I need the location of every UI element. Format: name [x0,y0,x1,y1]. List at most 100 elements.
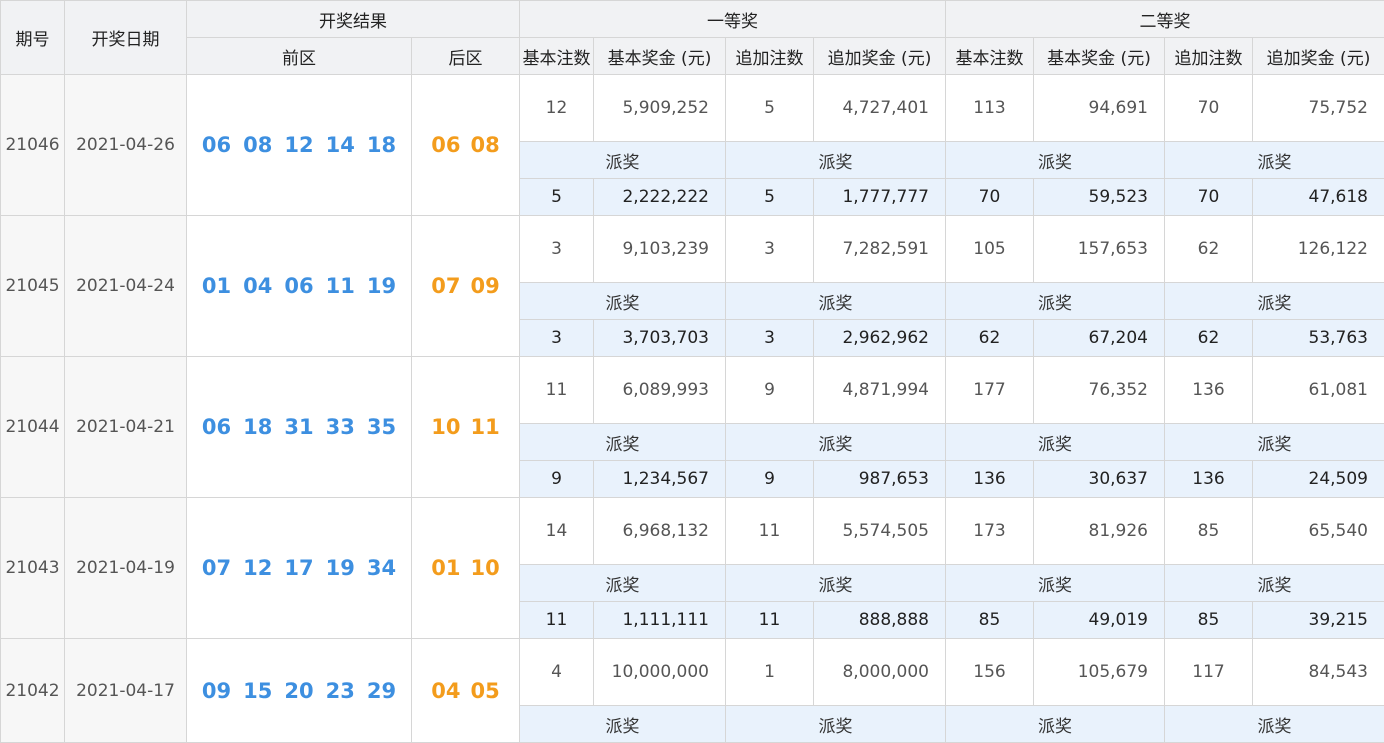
first-extra-count: 1 [726,639,814,706]
pai-first-extra-amount: 2,962,962 [814,320,946,357]
first-basic-amount: 5,909,252 [594,75,726,142]
header-first-basic-amount: 基本奖金 (元) [594,38,726,75]
pai-first-extra-count: 11 [726,602,814,639]
pai-label: 派奖 [1165,706,1384,743]
front-ball: 29 [367,679,396,703]
front-ball: 06 [202,415,231,439]
pai-label: 派奖 [726,706,946,743]
pai-second-extra-amount: 24,509 [1253,461,1384,498]
pai-first-extra-count: 5 [726,179,814,216]
back-ball: 11 [471,415,500,439]
front-ball: 06 [284,274,313,298]
front-ball: 11 [326,274,355,298]
second-basic-count: 173 [946,498,1034,565]
first-basic-count: 14 [520,498,594,565]
pai-first-basic-count: 11 [520,602,594,639]
pai-second-basic-count: 85 [946,602,1034,639]
second-extra-amount: 75,752 [1253,75,1384,142]
draw-issue: 21042 [1,639,65,743]
second-basic-amount: 94,691 [1034,75,1165,142]
pai-label: 派奖 [520,565,726,602]
second-extra-count: 136 [1165,357,1253,424]
header-second-prize: 二等奖 [946,1,1384,38]
pai-first-basic-amount: 1,234,567 [594,461,726,498]
pai-first-extra-count: 9 [726,461,814,498]
front-ball: 34 [367,556,396,580]
front-ball: 09 [202,679,231,703]
front-ball: 18 [367,133,396,157]
pai-first-extra-count: 3 [726,320,814,357]
pai-label: 派奖 [946,706,1165,743]
front-ball: 12 [243,556,272,580]
header-issue: 期号 [1,1,65,75]
header-second-extra-count: 追加注数 [1165,38,1253,75]
header-date: 开奖日期 [65,1,187,75]
second-extra-amount: 84,543 [1253,639,1384,706]
pai-label: 派奖 [726,424,946,461]
back-numbers: 07 09 [412,216,520,357]
pai-label: 派奖 [726,565,946,602]
first-extra-count: 3 [726,216,814,283]
pai-label: 派奖 [520,706,726,743]
pai-second-basic-amount: 30,637 [1034,461,1165,498]
second-basic-amount: 81,926 [1034,498,1165,565]
pai-label: 派奖 [946,424,1165,461]
front-ball: 12 [284,133,313,157]
header-second-basic-amount: 基本奖金 (元) [1034,38,1165,75]
front-ball: 08 [243,133,272,157]
second-basic-count: 156 [946,639,1034,706]
header-back: 后区 [412,38,520,75]
back-ball: 10 [431,415,460,439]
pai-second-basic-amount: 59,523 [1034,179,1165,216]
pai-second-extra-count: 85 [1165,602,1253,639]
pai-second-extra-amount: 47,618 [1253,179,1384,216]
pai-second-extra-count: 70 [1165,179,1253,216]
front-ball: 19 [367,274,396,298]
draw-date: 2021-04-26 [65,75,187,216]
front-ball: 35 [367,415,396,439]
first-extra-count: 9 [726,357,814,424]
first-basic-count: 3 [520,216,594,283]
first-basic-amount: 6,968,132 [594,498,726,565]
header-second-basic-count: 基本注数 [946,38,1034,75]
header-first-extra-count: 追加注数 [726,38,814,75]
first-extra-amount: 8,000,000 [814,639,946,706]
back-ball: 04 [431,679,460,703]
front-ball: 19 [326,556,355,580]
front-ball: 31 [284,415,313,439]
pai-second-extra-amount: 53,763 [1253,320,1384,357]
front-ball: 18 [243,415,272,439]
second-extra-count: 85 [1165,498,1253,565]
second-extra-amount: 126,122 [1253,216,1384,283]
pai-second-extra-count: 62 [1165,320,1253,357]
pai-first-basic-amount: 3,703,703 [594,320,726,357]
back-ball: 09 [471,274,500,298]
pai-first-basic-count: 5 [520,179,594,216]
back-ball: 07 [431,274,460,298]
first-basic-amount: 9,103,239 [594,216,726,283]
second-extra-count: 70 [1165,75,1253,142]
first-extra-amount: 5,574,505 [814,498,946,565]
second-extra-count: 62 [1165,216,1253,283]
front-ball: 17 [284,556,313,580]
first-extra-count: 5 [726,75,814,142]
draw-date: 2021-04-21 [65,357,187,498]
front-ball: 23 [326,679,355,703]
second-extra-amount: 61,081 [1253,357,1384,424]
first-basic-count: 12 [520,75,594,142]
front-ball: 14 [326,133,355,157]
header-result: 开奖结果 [187,1,520,38]
back-ball: 08 [471,133,500,157]
first-extra-amount: 7,282,591 [814,216,946,283]
first-basic-count: 4 [520,639,594,706]
pai-second-basic-amount: 49,019 [1034,602,1165,639]
second-basic-count: 105 [946,216,1034,283]
